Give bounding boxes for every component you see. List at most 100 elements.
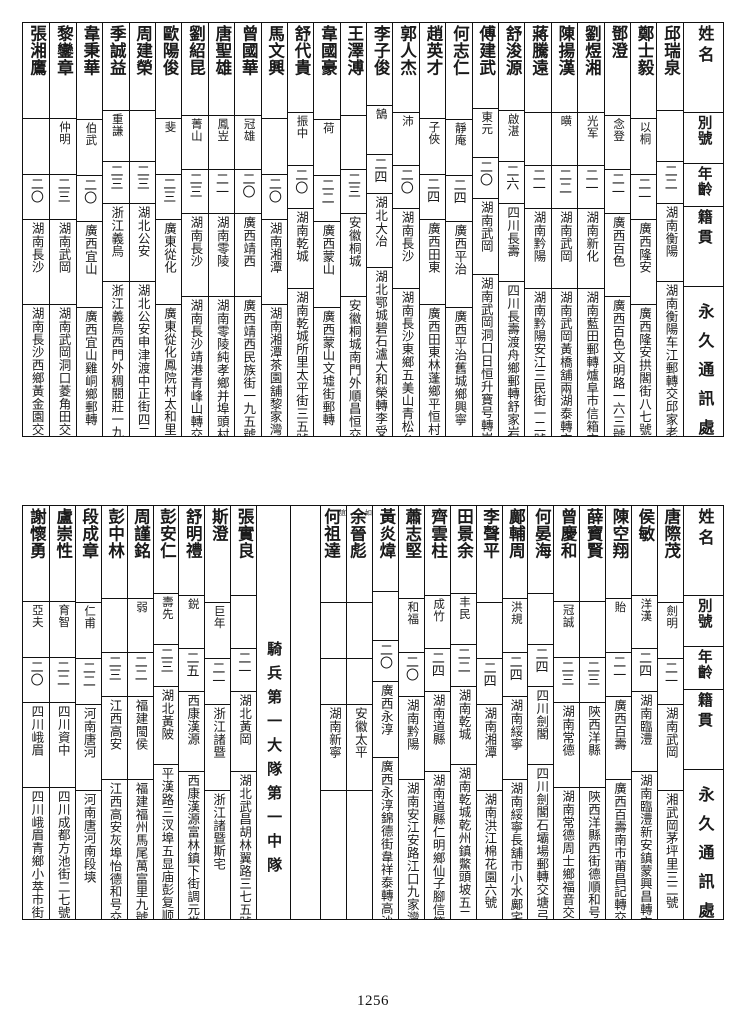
entry-alias: 洪規 <box>502 598 528 652</box>
column-header-address: 永久通訊處 <box>683 768 723 919</box>
entry-age-text: 二一 <box>210 661 226 687</box>
entry-age-text: 二〇 <box>266 176 282 203</box>
entry-age: 二三 <box>554 656 580 703</box>
entry-age-text: 二二 <box>557 167 573 194</box>
entry-age-text: 二〇 <box>398 167 414 194</box>
entry-name-text: 邱瑞泉 <box>661 25 681 76</box>
column-header-alias-text: 別號 <box>695 114 712 146</box>
entry-alias-text: 亞夫 <box>30 604 43 628</box>
entry-native-text: 湖南常德 <box>560 705 575 757</box>
entry-name: 張實良 <box>231 506 256 595</box>
entry-name: 舒明禮 <box>179 506 204 595</box>
entry-address-text: 湖南武岡洞口菱角田交 <box>56 307 71 436</box>
entry-address-text: 湖南臨澧新安鎮蒙興昌轉交 <box>637 774 652 919</box>
entry-name: 侯敏 <box>632 506 657 595</box>
entry-native-text: 廣東從化 <box>162 222 177 274</box>
entry-name-text: 黃炎煒 <box>376 508 396 559</box>
entry-alias: 靜庵 <box>446 119 472 175</box>
entry-address-text: 湖北公安申津渡中正街四二號 <box>135 283 150 436</box>
entry-address: 湖南長沙靖港青峰山轉交 <box>182 295 208 436</box>
column-header-native: 籍貫 <box>683 689 723 768</box>
entry-native-text: 廣西平治 <box>452 224 467 276</box>
entry-address: 湖南黔陽安江三民街一二號 <box>525 288 551 436</box>
entry-name: 段成章 <box>76 506 101 602</box>
entry-address: 廣西蒙山文墟街郵轉 <box>314 307 340 436</box>
entry-address-text: 西康漢源富林鎮下街調元堂 <box>185 774 200 919</box>
entry-age: 二〇 <box>235 169 261 213</box>
entry-age: 二〇 <box>472 157 499 198</box>
roster-entry-column: 舒代貴 振中 二〇 湖南乾城 湖南乾城所里太平街三五號 <box>286 23 314 436</box>
entry-alias-text: 沛 <box>401 115 414 128</box>
entry-alias-text: 丰民 <box>458 595 470 620</box>
entry-name: 鄭士毅 <box>631 23 656 118</box>
entry-age-text: 二三 <box>55 176 71 203</box>
entry-alias: 東元 <box>472 107 499 158</box>
entry-name: 彭安仁 <box>154 506 179 593</box>
entry-age-text: 二三 <box>106 655 122 682</box>
entry-native-text: 湖北黃陂 <box>159 688 174 741</box>
entry-age-text: 二二 <box>54 659 70 686</box>
entry-age: 二三 <box>101 652 127 696</box>
entry-age: 二二 <box>314 175 340 221</box>
entry-address: 廣西平治舊城鄉興寧 <box>446 307 472 436</box>
entry-alias <box>372 590 398 641</box>
entry-address-text: 浙江義烏西門外稠關莊一九號 <box>109 283 124 436</box>
unit-title-column: 騎兵第一大隊第一中隊 <box>256 506 291 919</box>
entry-native: 湖南乾城 <box>287 207 314 288</box>
entry-age-text: 二〇 <box>477 160 493 187</box>
entry-native-text: 湖南道縣 <box>430 693 445 746</box>
entry-alias-text: 和福 <box>406 601 419 625</box>
unit-title-text: 騎兵第一大隊第一中隊 <box>265 640 282 881</box>
entry-name: 蕭志堅 <box>399 506 424 598</box>
entry-address: 湖南衡陽车江郵轉交邱家老屋 <box>657 280 683 436</box>
entry-name: 唐際茂 <box>658 506 683 602</box>
entry-name: 陳揚漢 <box>552 23 577 112</box>
roster-entry-column: 侯敏 洋漢 二四 湖南臨澧 湖南臨澧新安鎮蒙興昌轉交 <box>631 506 657 919</box>
entry-age: 二〇 <box>261 173 287 220</box>
roster-entry-column: 蕭志堅 和福 二〇 湖南黔陽 湖南安江安路江口九家灣 <box>397 506 424 919</box>
roster-entry-column: 張實良 二一 湖北黃岡 湖北武昌胡林翼路三七五號 <box>230 506 257 919</box>
entry-age-text: 二一 <box>214 172 230 199</box>
entry-address-text: 廣西靖西民族街一九五號 <box>241 298 256 436</box>
entry-name-text: 王澤溥 <box>344 25 364 76</box>
entry-alias-text: 斐 <box>163 121 176 133</box>
entry-age-text: 二二 <box>80 661 96 687</box>
entry-native: 江西高安 <box>101 696 127 779</box>
entry-address-text: 浙江諸暨斯宅 <box>211 793 226 871</box>
entry-address: 湖南武岡黃橋舖兩湖泰轉交 <box>551 288 578 436</box>
entry-age: 二四 <box>632 647 657 691</box>
entry-alias: 亞夫 <box>23 601 49 656</box>
entry-alias: 弱 <box>127 598 153 652</box>
roster-entry-column: 劉煜湘 光军 二一 湖南新化 湖南藍田郵轉爐阜市信箱交 <box>577 23 604 436</box>
column-header-name-text: 姓名 <box>695 508 713 550</box>
entry-native: 湖南臨澧 <box>632 690 657 771</box>
entry-name: 郭人杰 <box>393 23 418 112</box>
entry-age-text: 二二 <box>662 163 678 190</box>
entry-address: 廣東從化鳳院村太和里 <box>155 304 182 436</box>
entry-alias-text: 念登 <box>612 118 625 142</box>
roster-entry-column: 唐聖雄 鳳岦 二一 湖南零陵 湖南零陵純孝鄉并埠頭村 <box>207 23 235 436</box>
entry-native-text: 湖南黔陽 <box>531 210 546 263</box>
entry-name-text: 鄭士毅 <box>635 25 655 76</box>
entry-name: 田景余 <box>451 506 476 593</box>
entry-alias: 沛 <box>393 112 419 164</box>
entry-age <box>347 658 372 704</box>
entry-address: 廣西永淳錦德街韋祥泰轉高沙村 <box>372 756 398 919</box>
entry-address: 湖南洪江棉花園六號 <box>476 790 502 919</box>
entry-native: 湖南黔陽 <box>525 207 551 288</box>
entry-name: 韋秉華 <box>77 23 102 119</box>
roster-entry-column: 李子俊鵠二四 湖北大冶 湖北鄂城碧石瀘大和榮轉李受武村 <box>366 23 393 436</box>
entry-name-text: 李聲平 <box>480 508 500 559</box>
entry-name-text: 周建榮 <box>133 25 153 76</box>
roster-entry-column: 田景余 丰民 二二 湖南乾城 湖南乾城乾州鎮鱉頭坡五二號 <box>449 506 476 919</box>
entry-native-text: 廣西田東 <box>425 222 440 274</box>
entry-address-text: 湖南乾城所里太平街三五號 <box>293 291 308 436</box>
entry-native-text: 廣西隆安 <box>637 222 652 274</box>
entry-name-text: 唐際茂 <box>661 508 681 559</box>
entry-native: 四川資中 <box>49 702 75 787</box>
entry-alias: 壽先 <box>153 592 179 644</box>
entry-address: 湖南藍田郵轉爐阜市信箱交 <box>578 288 604 436</box>
upper-roster-table: 張湘鷹 二〇 湖南長沙 湖南長沙西鄉黃金園交 黎鑾章 仲明 二三 湖南武岡 湖南武岡洞口菱角田交… <box>22 22 724 437</box>
entry-native-text: 安徽桐城 <box>346 216 361 268</box>
entry-alias <box>231 595 257 647</box>
